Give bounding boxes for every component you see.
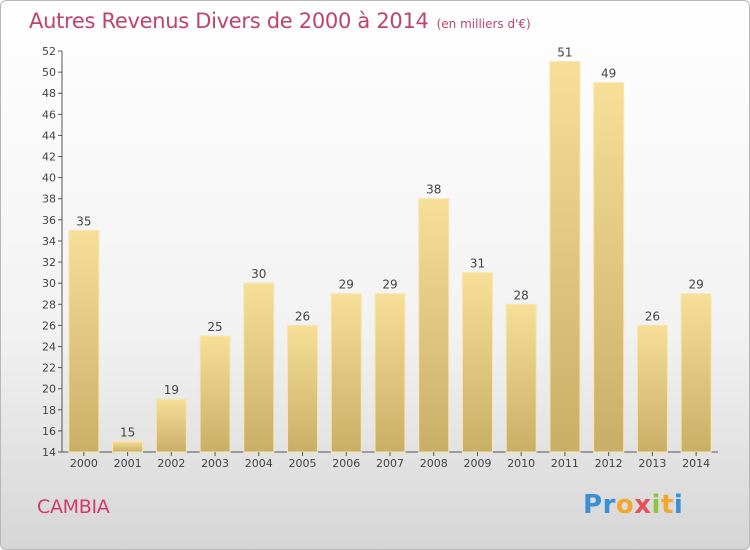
y-tick-label: 14 (42, 446, 56, 459)
bar-value-label: 30 (251, 267, 266, 281)
y-tick-label: 26 (42, 319, 56, 332)
y-tick-label: 46 (42, 108, 56, 121)
bar (418, 198, 450, 453)
y-tick-label: 20 (42, 383, 56, 396)
y-tick-label: 38 (42, 193, 56, 206)
x-tick-label: 2009 (463, 457, 491, 470)
x-tick-label: 2008 (420, 457, 448, 470)
bar (68, 229, 100, 453)
location-label: CAMBIA (37, 496, 110, 518)
y-tick-label: 16 (42, 425, 56, 438)
x-tick-label: 2010 (507, 457, 535, 470)
bar (680, 293, 712, 453)
x-tick-label: 2003 (201, 457, 229, 470)
bar-value-label: 38 (426, 183, 441, 197)
chart-title-text: Autres Revenus Divers de 2000 à 2014 (29, 9, 429, 33)
chart-subtitle: (en milliers d'€) (436, 17, 531, 31)
x-tick-label: 2001 (114, 457, 142, 470)
bar (330, 293, 362, 453)
bar (243, 282, 275, 453)
bar (374, 293, 406, 453)
x-tick-label: 2002 (157, 457, 185, 470)
x-tick-label: 2011 (551, 457, 579, 470)
y-tick-label: 42 (42, 151, 56, 164)
x-tick-label: 2013 (638, 457, 666, 470)
bar-value-label: 35 (76, 214, 91, 228)
bar-value-label: 26 (645, 309, 660, 323)
bar-value-label: 25 (207, 320, 222, 334)
logo-letter: i (651, 490, 661, 520)
y-tick-label: 24 (42, 340, 56, 353)
bar-value-label: 26 (295, 309, 310, 323)
y-tick-label: 52 (42, 45, 56, 58)
x-tick-label: 2004 (245, 457, 273, 470)
chart-title: Autres Revenus Divers de 2000 à 2014 (en … (29, 9, 531, 33)
y-tick-label: 28 (42, 298, 56, 311)
y-tick-label: 44 (42, 129, 56, 142)
x-tick-label: 2006 (332, 457, 360, 470)
y-tick-label: 48 (42, 87, 56, 100)
bar-value-label: 29 (382, 278, 397, 292)
y-tick-label: 50 (42, 66, 56, 79)
y-tick-label: 30 (42, 277, 56, 290)
logo-letter: r (602, 490, 616, 520)
bar (112, 440, 144, 453)
y-tick-label: 22 (42, 362, 56, 375)
bar-value-label: 49 (601, 67, 616, 81)
bar (505, 303, 537, 453)
y-tick-label: 40 (42, 172, 56, 185)
bar-value-label: 31 (470, 257, 485, 271)
x-tick-label: 2012 (595, 457, 623, 470)
y-tick-label: 18 (42, 404, 56, 417)
logo-letter: t (660, 490, 674, 520)
x-tick-label: 2007 (376, 457, 404, 470)
logo-letter: o (615, 490, 635, 520)
bar (199, 335, 231, 453)
x-tick-label: 2000 (70, 457, 98, 470)
bar-value-label: 29 (688, 278, 703, 292)
bar (461, 272, 493, 453)
y-tick-label: 32 (42, 256, 56, 269)
bar-value-label: 51 (557, 46, 572, 60)
bar (636, 324, 668, 453)
bar (549, 61, 581, 453)
bar-value-label: 28 (514, 288, 529, 302)
x-tick-label: 2014 (682, 457, 710, 470)
bar-value-label: 19 (164, 383, 179, 397)
bar (287, 324, 319, 453)
bar-value-label: 15 (120, 425, 135, 439)
logo-letter: x (634, 490, 652, 520)
y-tick-label: 36 (42, 214, 56, 227)
y-tick-label: 34 (42, 235, 56, 248)
logo-letter: P (583, 490, 603, 520)
proxiti-logo: Proxiti (583, 490, 683, 520)
logo-letter: i (673, 490, 684, 520)
bar-value-label: 29 (339, 278, 354, 292)
x-tick-label: 2005 (289, 457, 317, 470)
bar (155, 398, 187, 453)
bar (593, 82, 625, 453)
